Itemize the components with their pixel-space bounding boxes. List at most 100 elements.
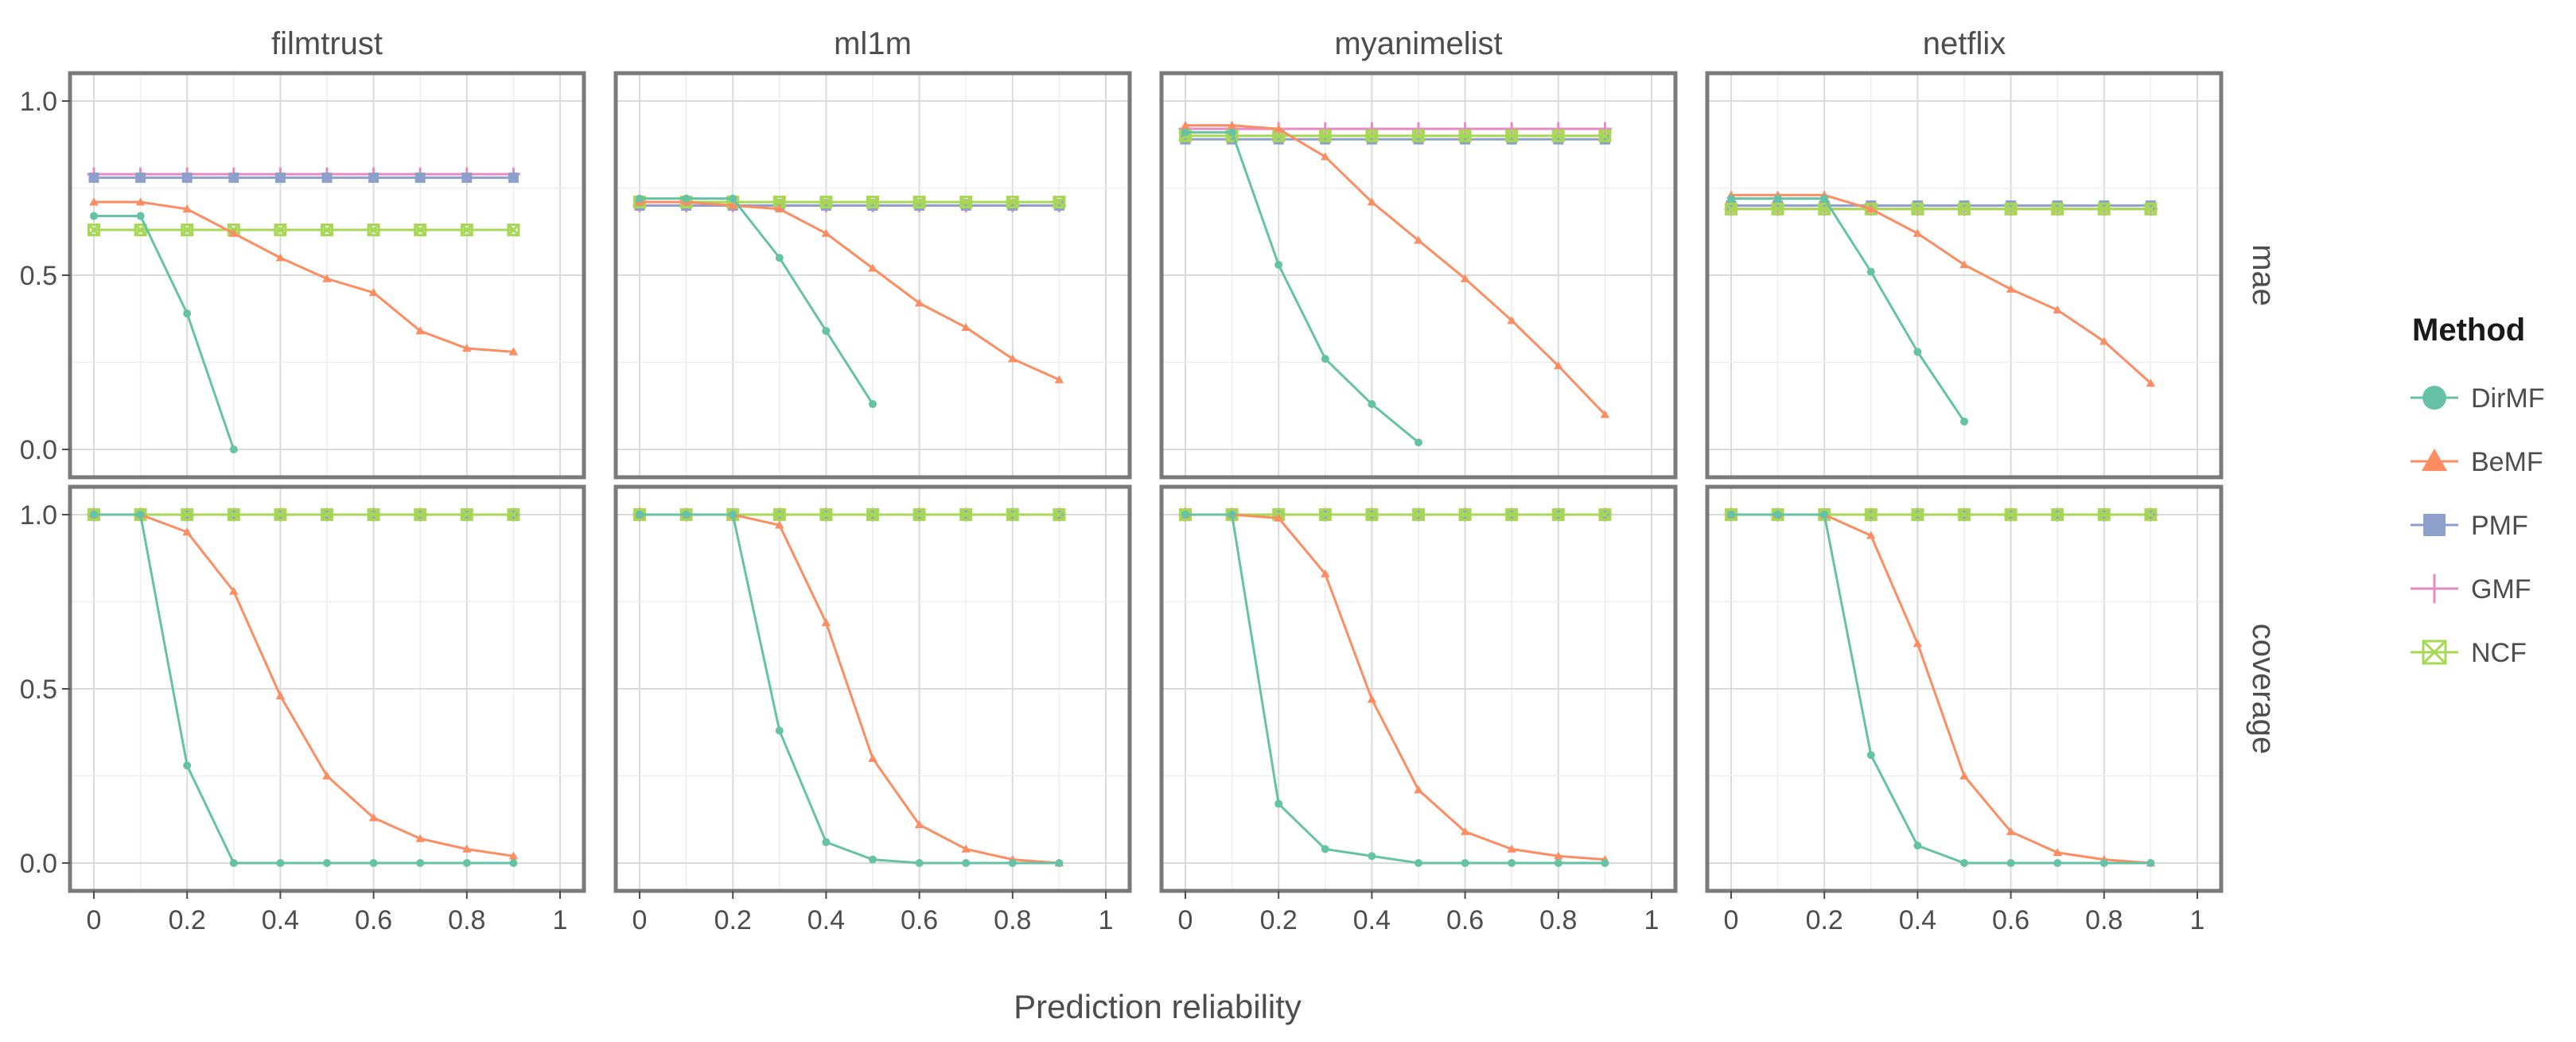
data-point-ncf-x [88,224,100,236]
data-point-bemf-shape [508,347,519,356]
data-point-ncf-box [1771,202,1784,216]
facet-label-coverage: coverage [2246,624,2281,755]
data-point-dirmf-shape [509,859,518,867]
legend-marker-ncf-box [2422,640,2447,665]
data-point-ncf [414,508,427,521]
data-point-ncf [2097,202,2111,216]
data-point-bemf [1274,513,1283,522]
x-tick-label: 0.2 [1806,905,1843,935]
data-point-dirmf [1274,799,1283,808]
data-point-bemf-shape [1008,354,1018,363]
data-point-dirmf [1414,438,1422,447]
data-point-ncf-box [2097,202,2111,216]
data-point-dirmf [1913,348,1922,356]
data-point-gmf [1597,122,1612,136]
data-point-ncf-box [1551,129,1565,142]
data-point-bemf [868,263,877,272]
data-point-pmf [88,172,99,183]
legend-marker-dirmf [2422,386,2446,410]
data-point-dirmf [323,859,331,867]
data-point-dirmf [1228,511,1236,519]
data-point-ncf-box [2097,508,2111,521]
data-point-ncf-box [1458,508,1472,521]
panel-border [613,71,1132,480]
data-point-ncf [866,196,879,209]
data-point-dirmf [822,327,831,336]
data-point-bemf [462,844,472,853]
data-point-ncf-x [1958,203,1971,216]
data-point-ncf-x [1552,130,1565,142]
data-point-dirmf-shape [2099,859,2108,867]
data-point-bemf-shape [1866,531,1876,539]
x-tick-label: 0.2 [169,905,206,935]
data-point-ncf-x [414,224,426,236]
legend-label: NCF [2471,638,2527,668]
data-point-bemf [508,347,519,356]
data-point-dirmf [1866,751,1875,760]
data-point-bemf [1913,639,1923,647]
data-point-dirmf-shape [915,859,924,867]
series-dirmf [90,212,238,453]
data-point-dirmf [869,400,877,409]
data-point-dirmf [2053,859,2062,867]
panel-myanimelist-coverage: 0 0.2 0.4 0.6 0.8 1 [1159,484,1678,935]
series-line-dirmf [1731,513,2151,865]
data-point-ncf-box [507,224,520,237]
data-point-bemf-shape [868,263,877,272]
data-point-ncf-x [2144,203,2157,216]
data-point-ncf-x [1958,508,1971,521]
data-point-dirmf-shape [729,194,737,203]
data-point-dirmf [1461,859,1469,867]
data-point-ncf-x [773,196,786,208]
data-point-dirmf [775,254,784,262]
data-point-bemf [415,834,425,842]
x-tick-label: 0 [1724,905,1739,935]
data-point-ncf-x [368,508,380,521]
data-point-ncf [1006,508,1019,521]
data-point-ncf [181,224,194,237]
data-point-bemf [1866,204,1876,213]
panel-border [1705,484,2224,893]
data-point-ncf [414,224,427,237]
data-point-ncf-box [367,508,380,521]
data-point-bemf [1913,228,1923,237]
data-point-ncf-box [1365,129,1379,142]
data-point-pmf-shape [181,172,193,183]
series-dirmf [90,511,518,867]
data-point-dirmf-shape [869,855,877,864]
panel-border [1159,484,1678,893]
data-point-dirmf [1554,859,1562,867]
data-point-ncf-box [227,508,240,521]
data-point-bemf [1460,826,1470,835]
data-point-ncf-box [1505,508,1519,521]
data-point-bemf [1460,274,1470,282]
data-point-ncf [1958,202,1971,216]
chart-panels: filmtrust 0.0 0.5 1.0 ml1m myanimelist netflix… [20,26,2281,935]
data-point-dirmf-shape [1228,511,1236,519]
data-point-dirmf-shape [1773,194,1782,203]
data-point-pmf [368,172,379,183]
data-point-ncf-x [181,224,193,236]
x-tick-label: 0.6 [355,905,392,935]
data-point-dirmf [636,194,644,203]
data-point-ncf-x [181,508,193,521]
data-point-ncf-x [461,508,473,521]
data-point-bemf-shape [182,527,192,536]
data-point-ncf-box [2051,508,2064,521]
data-point-bemf-shape [415,834,425,842]
data-point-pmf [228,172,239,183]
legend-item-dirmf: DirMF [2411,383,2545,414]
data-point-dirmf [1866,267,1875,276]
data-point-bemf [775,520,784,529]
data-point-ncf-box [1864,202,1878,216]
data-point-dirmf [682,194,691,203]
legend-marker-ncf-x [2422,640,2447,665]
data-point-ncf [2004,202,2018,216]
series-line-bemf [94,513,514,857]
data-point-ncf [367,224,380,237]
data-point-gmf-shape [1551,122,1566,136]
data-point-ncf [772,508,786,521]
data-point-bemf-shape [1554,851,1563,860]
data-point-bemf [775,204,784,213]
data-point-pmf [135,172,146,183]
